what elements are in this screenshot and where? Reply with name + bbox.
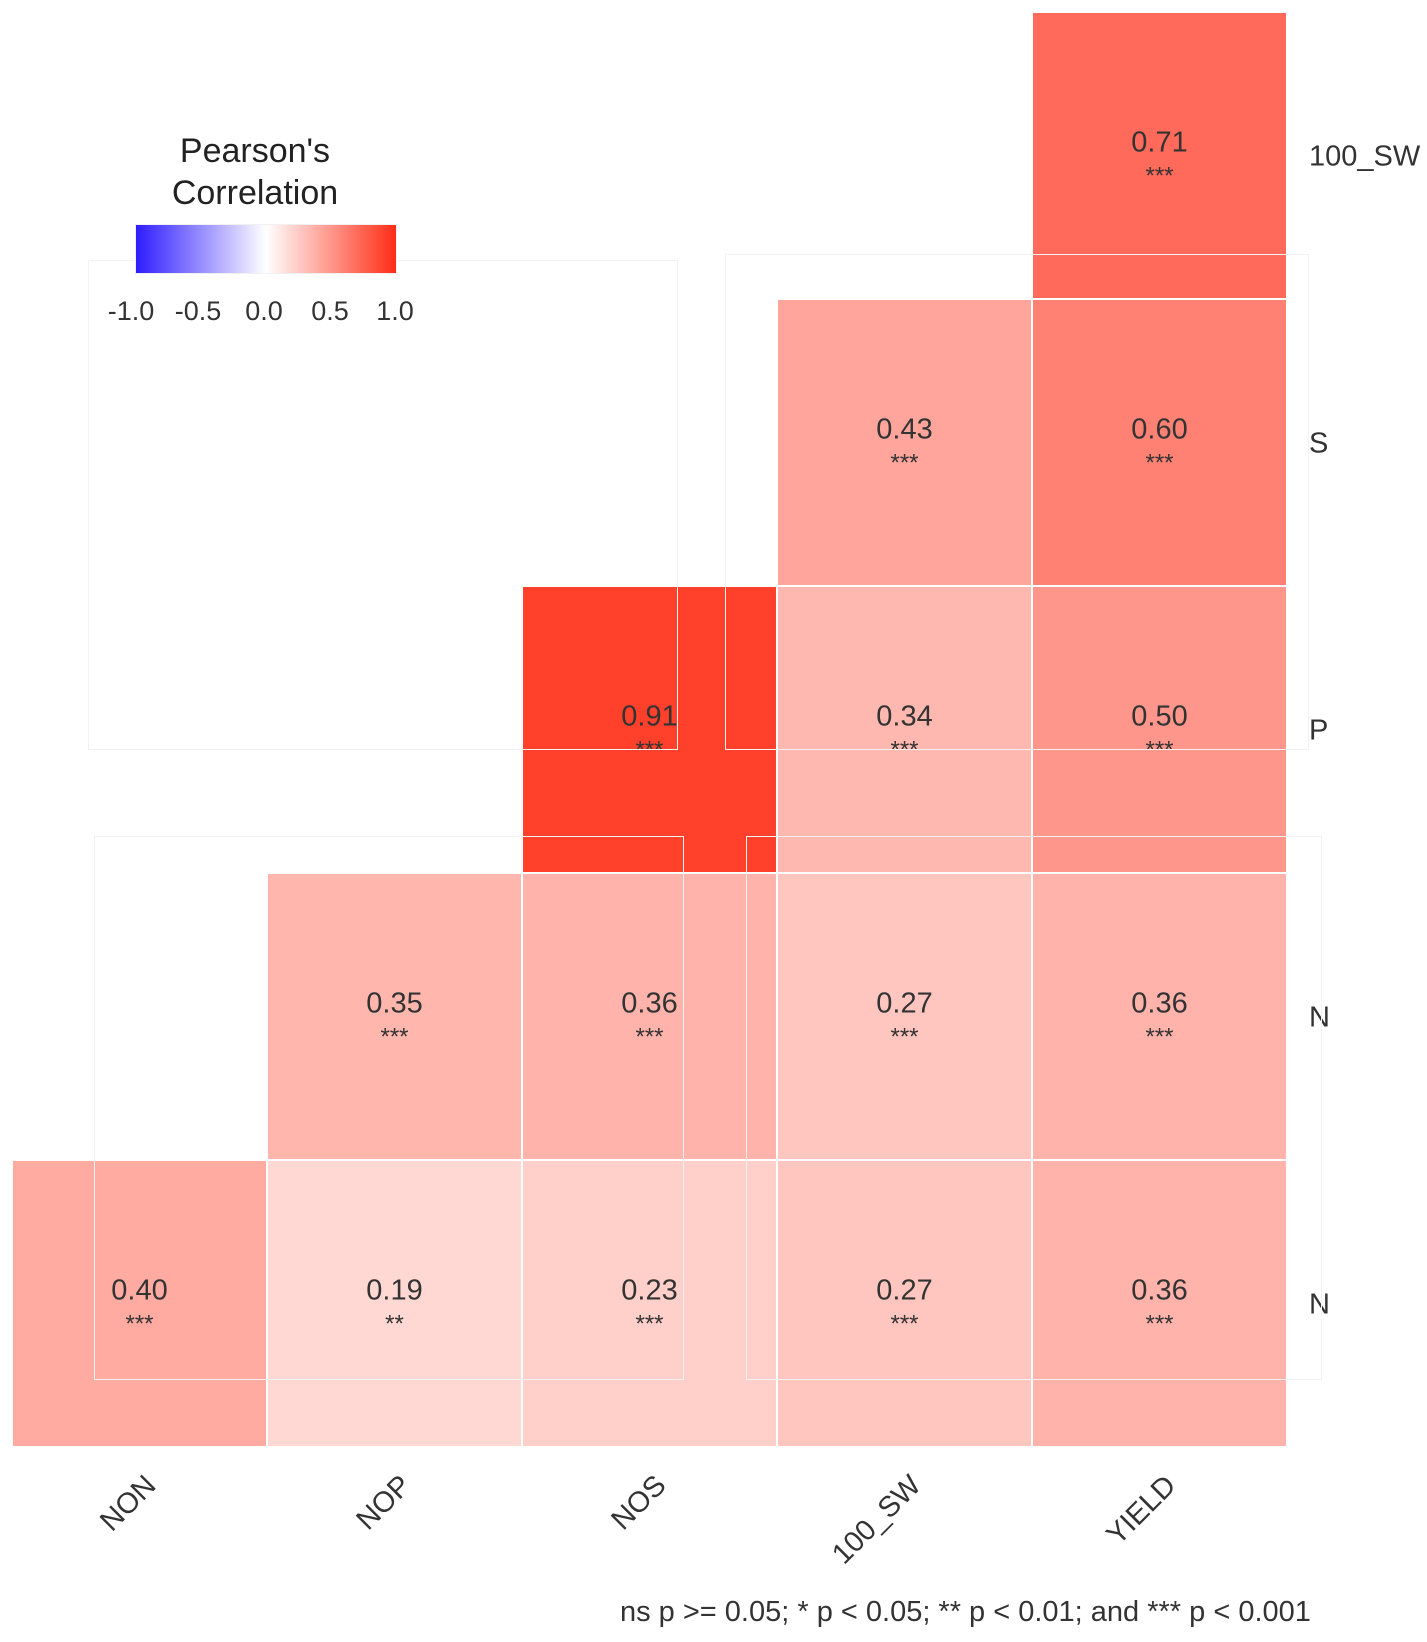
cell-significance-label: *** [1145, 450, 1173, 477]
x-tick-label: NON [94, 1469, 162, 1537]
cell-value-label: 0.91 [621, 701, 677, 733]
legend-gradient-bar [135, 224, 397, 274]
heatmap-cell [1031, 1159, 1288, 1448]
cell-significance-label: *** [890, 1311, 918, 1338]
cell-value-label: 0.36 [1131, 1275, 1187, 1307]
cell-significance-label: *** [635, 1311, 663, 1338]
legend-tick: -0.5 [174, 296, 222, 326]
x-tick-label: YIELD [1101, 1469, 1183, 1551]
cell-value-label: 0.60 [1131, 414, 1187, 446]
x-tick-label: NOS [605, 1469, 672, 1536]
y-tick-label: N [1309, 1289, 1330, 1321]
cell-value-label: 0.43 [876, 414, 932, 446]
y-tick-label: 100_SW [1309, 141, 1421, 173]
cell-value-label: 0.23 [621, 1275, 677, 1307]
legend-title-line2: Correlation [171, 174, 339, 212]
cell-significance-label: *** [890, 737, 918, 764]
cell-significance-label: *** [1145, 737, 1173, 764]
cell-value-label: 0.27 [876, 1275, 932, 1307]
x-tick-label: 100_SW [826, 1469, 928, 1571]
cell-significance-label: ** [385, 1311, 404, 1338]
cell-value-label: 0.34 [876, 701, 932, 733]
heatmap-cell [1031, 11, 1288, 300]
cell-value-label: 0.35 [366, 988, 422, 1020]
cell-significance-label: *** [1145, 1024, 1173, 1051]
heatmap-cell [521, 872, 778, 1161]
legend-tick: 0.5 [311, 296, 349, 326]
heatmap-cell [1031, 872, 1288, 1161]
cell-value-label: 0.40 [111, 1275, 167, 1307]
heatmap-cell [1031, 298, 1288, 587]
heatmap-cell [776, 298, 1033, 587]
panel-frame [746, 836, 1322, 1380]
cell-significance-label: *** [635, 737, 663, 764]
legend-tick: 1.0 [376, 296, 414, 326]
legend-tick: 0.0 [245, 296, 283, 326]
significance-footnote: ns p >= 0.05; * p < 0.05; ** p < 0.01; a… [620, 1596, 1311, 1628]
legend-title: Pearson's Correlation [125, 130, 385, 214]
cell-value-label: 0.27 [876, 988, 932, 1020]
cell-significance-label: *** [380, 1024, 408, 1051]
y-tick-label: N [1309, 1002, 1330, 1034]
color-legend: Pearson's Correlation -1.0 -0.5 0.0 0.5 … [95, 120, 425, 330]
y-tick-label: P [1309, 715, 1328, 747]
cell-value-label: 0.50 [1131, 701, 1187, 733]
cell-significance-label: *** [1145, 163, 1173, 190]
panel-frame [94, 836, 684, 1380]
y-tick-label: S [1309, 428, 1328, 460]
legend-tick: -1.0 [107, 296, 155, 326]
cell-significance-label: *** [890, 450, 918, 477]
heatmap-cell [521, 1159, 778, 1448]
cell-value-label: 0.36 [1131, 988, 1187, 1020]
cell-value-label: 0.71 [1131, 127, 1187, 159]
cell-significance-label: *** [635, 1024, 663, 1051]
heatmap-cell [1031, 585, 1288, 874]
cell-value-label: 0.19 [366, 1275, 422, 1307]
heatmap-cell [776, 585, 1033, 874]
heatmap-cell [776, 1159, 1033, 1448]
panel-frame [725, 254, 1309, 750]
heatmap-cell [521, 585, 778, 874]
x-tick-label: NOP [350, 1469, 417, 1536]
cell-significance-label: *** [125, 1311, 153, 1338]
cell-value-label: 0.36 [621, 988, 677, 1020]
legend-title-line1: Pearson's [179, 132, 331, 170]
panel-frame [88, 260, 678, 750]
cell-significance-label: *** [1145, 1311, 1173, 1338]
heatmap-cell [266, 1159, 523, 1448]
cell-significance-label: *** [890, 1024, 918, 1051]
